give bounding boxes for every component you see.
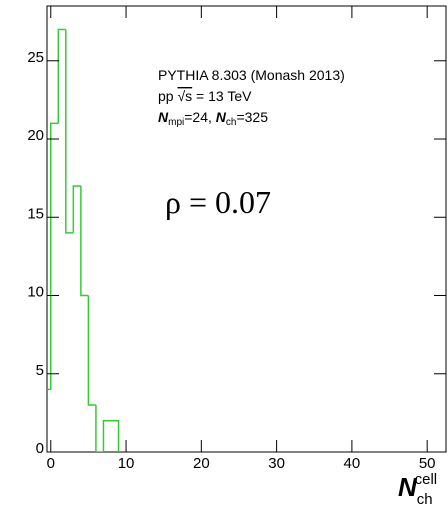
x-axis-label-part: N — [398, 472, 418, 502]
x-tick-label: 30 — [268, 455, 285, 472]
correlation-label: ρ = 0.07 — [165, 184, 271, 220]
annotation-part: N — [216, 109, 227, 125]
annotation-part: =24, — [184, 109, 216, 125]
histogram-bin — [110, 419, 120, 452]
histogram-bin — [95, 405, 104, 452]
histogram-bin — [102, 419, 111, 452]
annotation: pp √s = 13 TeV — [158, 88, 252, 104]
histogram-bin — [72, 185, 81, 233]
y-tick-label: 0 — [36, 440, 44, 457]
x-axis-label-part: cell — [415, 471, 438, 488]
x-axis-label-part: ch — [417, 491, 433, 508]
x-axis-label: Nch cell — [398, 471, 437, 508]
y-tick-label: 20 — [27, 127, 44, 144]
x-tick-label: 50 — [419, 455, 436, 472]
histogram — [47, 28, 120, 452]
y-tick-label: 5 — [36, 362, 44, 379]
annotation-part: =325 — [236, 109, 268, 125]
histogram-bin — [57, 28, 66, 124]
x-tick-label: 0 — [47, 455, 55, 472]
annotation-part: pp — [158, 88, 177, 104]
annotation-part: √s — [177, 88, 192, 104]
x-tick-label: 40 — [344, 455, 361, 472]
x-tick-label: 10 — [118, 455, 135, 472]
y-tick-label: 25 — [27, 49, 44, 66]
y-tick-label: 10 — [27, 284, 44, 301]
annotation-part: mpi — [168, 117, 184, 128]
histogram-bin — [80, 185, 89, 297]
histogram-bin — [50, 122, 59, 390]
plot-frame — [46, 5, 447, 453]
annotation-part: N — [158, 109, 169, 125]
annotation: PYTHIA 8.303 (Monash 2013) — [158, 67, 345, 83]
histogram-bin — [65, 29, 74, 234]
annotation-part: = 13 TeV — [192, 88, 252, 104]
histogram-bin — [87, 295, 96, 406]
y-tick-label: 15 — [27, 205, 44, 222]
annotation: Nmpi=24, Nch=325 — [158, 109, 268, 128]
x-tick-label: 20 — [193, 455, 210, 472]
histogram-bin — [47, 388, 51, 391]
annotation-part: ch — [226, 117, 237, 128]
